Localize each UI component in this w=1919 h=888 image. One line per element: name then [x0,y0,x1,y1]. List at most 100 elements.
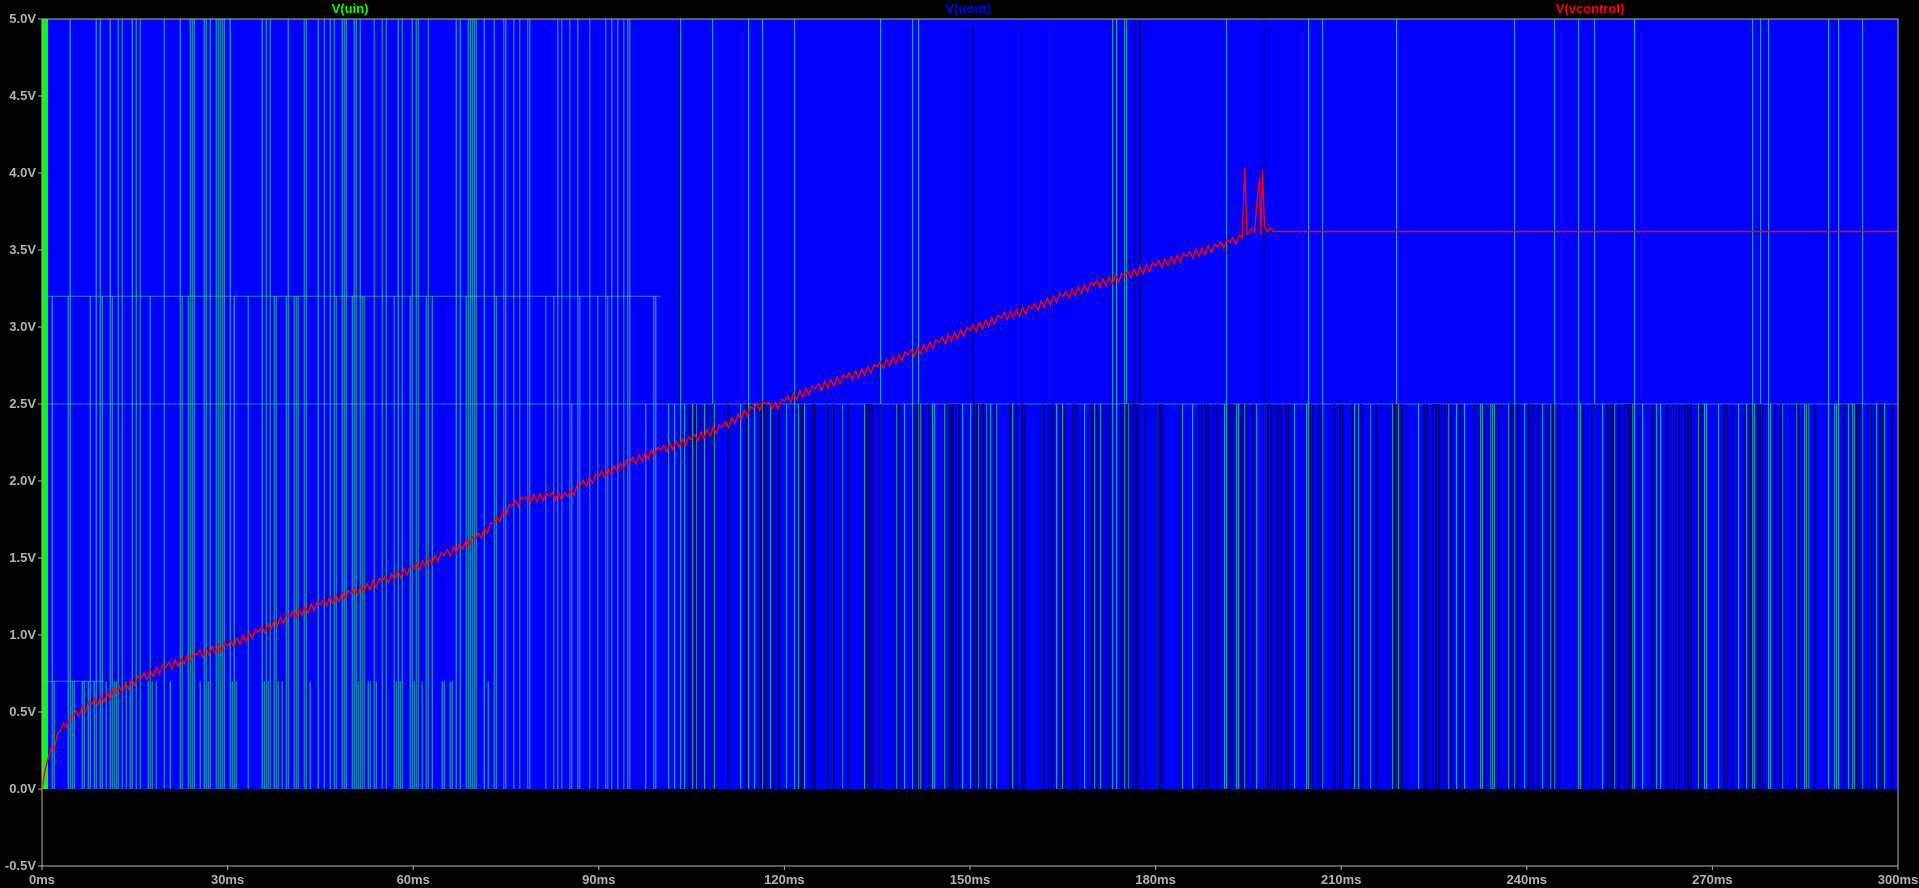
vuout-gap [1156,404,1158,789]
vuout-gap [973,404,976,789]
x-tick-label: 60ms [397,872,430,887]
vuout-gap [1591,404,1593,789]
vuout-gap [1861,404,1863,789]
vuout-gap [1759,404,1762,789]
vuout-trace-layer [678,19,1899,789]
vuout-gap [763,404,766,789]
vuout-gap [1108,404,1111,789]
vuout-gap [1387,404,1389,789]
vuout-gap [1291,404,1293,789]
vuout-gap [1285,404,1288,789]
vuout-gap [1381,404,1383,789]
vuout-gap [1207,404,1210,789]
vuout-gap [1507,404,1509,789]
vuout-gap [1513,404,1515,789]
vuout-gap [1231,404,1234,789]
vuout-gap [1180,404,1182,789]
vuout-gap [880,404,882,789]
vuout-gap [982,404,985,789]
vuout-gap [1090,404,1093,789]
vuout-gap [712,404,714,789]
vuout-gap [1075,404,1078,789]
vuout-gap [1138,404,1140,789]
vuout-gap [1435,404,1438,789]
vuout-gap [1132,404,1135,789]
vuout-gap [985,404,987,789]
vuout-gap [841,404,843,789]
vuout-gap [1594,404,1596,789]
vuout-gap [1246,404,1248,789]
vuout-gap [1474,404,1476,789]
vuout-gap [1546,404,1548,789]
vuout-gap [898,404,901,789]
vuout-gap [1375,404,1378,789]
vuout-gap [1051,404,1054,789]
vuout-gap [1270,404,1272,789]
vuout-gap [1219,404,1221,789]
vuout-gap [1528,404,1531,789]
vuout-gap [1582,404,1585,789]
vuout-gap [832,404,835,789]
vuout-gap [946,404,948,789]
vuout-gap [1624,404,1626,789]
vuout-gap [1531,404,1534,789]
vuout-gap [745,404,748,789]
vuout-gap [1684,404,1687,789]
vuout-gap [1015,404,1018,789]
vuout-gap [868,404,871,789]
vuout-gap [1147,404,1149,789]
vuout-gap [826,404,829,789]
x-tick-label: 30ms [211,872,244,887]
x-tick-label: 240ms [1507,872,1547,887]
vuout-gap [1501,404,1503,789]
vuout-gap [1813,404,1816,789]
vuout-gap [1252,404,1255,789]
x-tick-label: 150ms [950,872,990,887]
vuout-gap [1789,404,1791,789]
vuout-gap [1159,404,1162,789]
y-tick-label: 2.5V [9,396,36,411]
vuout-gap [1351,404,1354,789]
vuout-gap [1024,404,1026,789]
vuout-gap [1288,404,1290,789]
vuout-gap [688,404,691,789]
vuout-gap [1405,404,1407,789]
vuout-gap [1243,404,1245,789]
vuout-gap [1042,404,1045,789]
vuout-gap [1798,404,1800,789]
vuout-gap [1723,404,1726,789]
vuout-gap [919,404,921,789]
vuout-gap [1774,404,1777,789]
y-tick-label: 5.0V [9,11,36,26]
vuout-gap [1855,404,1858,789]
x-tick-label: 210ms [1321,872,1361,887]
vuout-gap [1726,404,1728,789]
y-tick-label: 3.5V [9,242,36,257]
vuout-gap [1627,404,1630,789]
vuout-gap [976,404,979,789]
vuout-gap [1609,404,1612,789]
vcontrol-trace-layer [41,168,1898,790]
vuout-gap [760,404,763,789]
y-tick-label: 1.5V [9,550,36,565]
vuout-gap [1750,404,1752,789]
vuout-gap [1096,404,1098,789]
vuout-gap [949,404,952,789]
vuout-gap [775,404,777,789]
vuout-gap [1396,404,1398,789]
vuout-gap [1093,404,1095,789]
vuout-gap [979,404,981,789]
vuout-gap [700,404,702,789]
vuout-gap [1690,404,1693,789]
vuout-gap [1444,404,1446,789]
y-axis: -0.5V 0.0V 0.5V 1.0V 1.5V 2.0V 2.5V 3.0V 3.5V 4.0… [5,11,42,873]
vuout-gap [895,404,897,789]
vuout-gap [1060,404,1062,789]
vuout-gap [1780,404,1783,789]
vuout-gap [1807,404,1809,789]
vuout-gap [697,404,699,789]
vuout-gap [952,404,955,789]
vuout-gap [1342,404,1344,789]
vuout-gap [1630,404,1633,789]
